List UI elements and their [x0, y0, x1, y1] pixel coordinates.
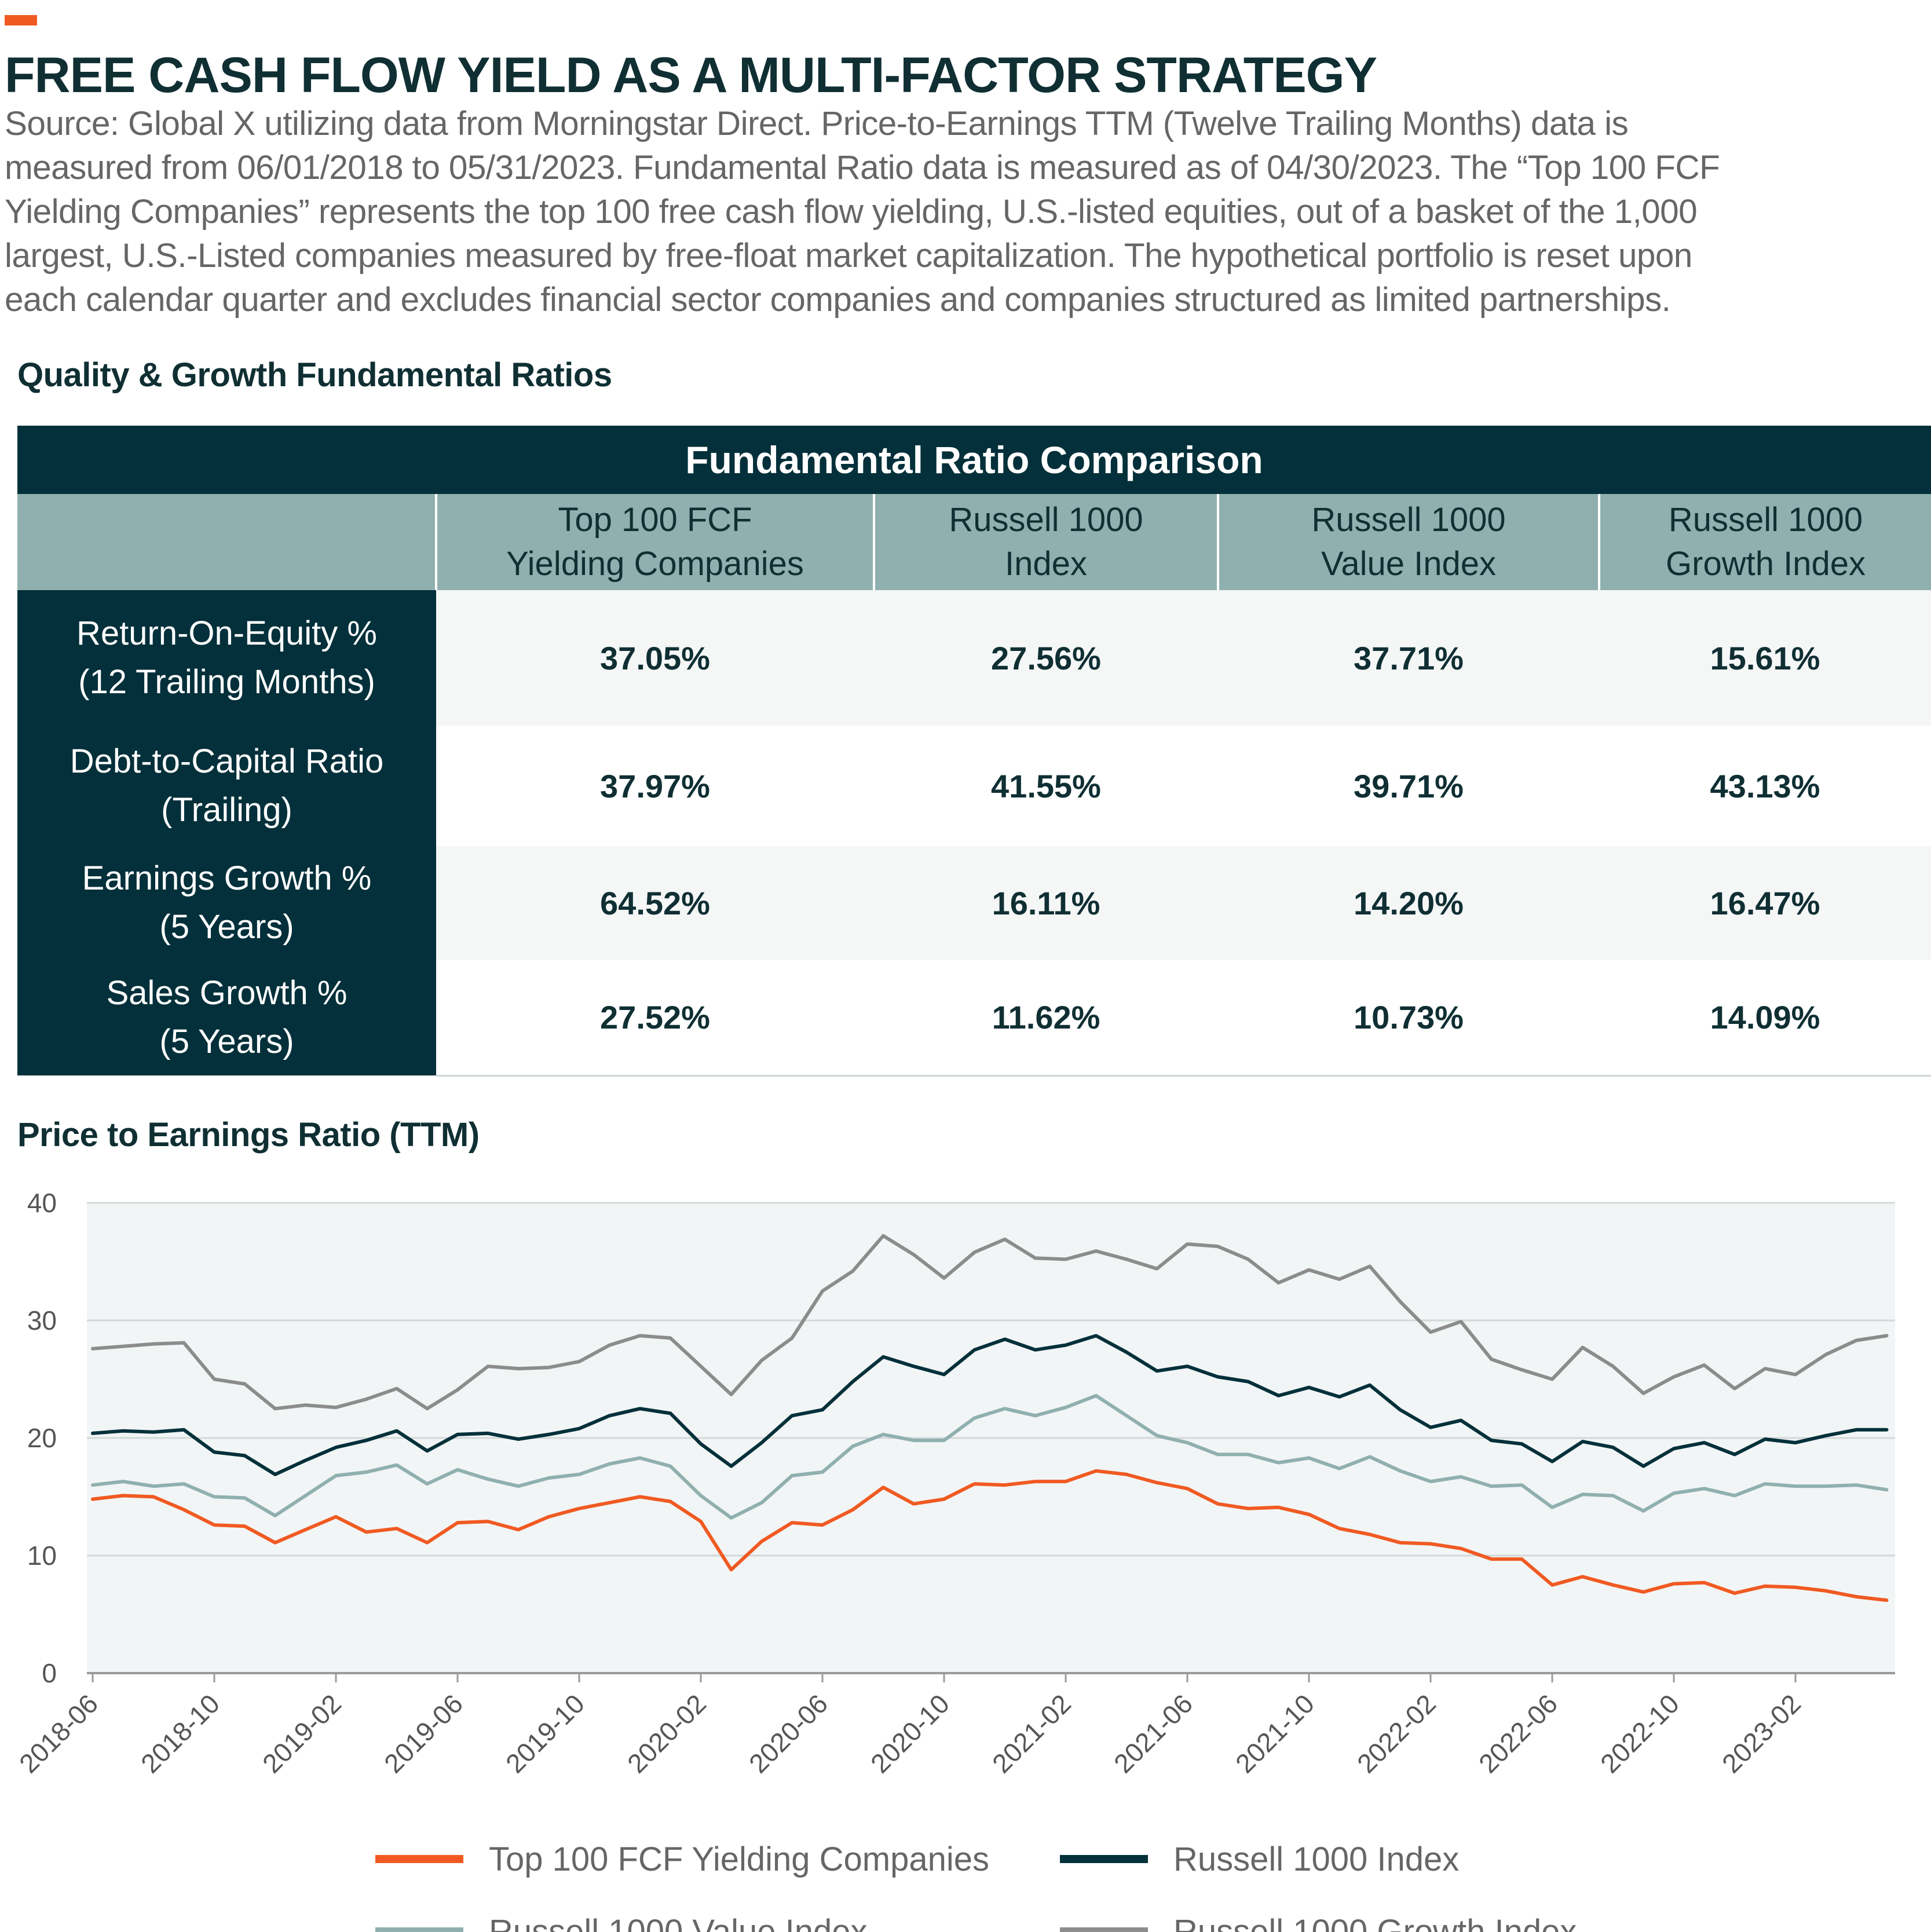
table-cell: 10.73% — [1218, 960, 1599, 1077]
row-header: Debt-to-Capital Ratio (Trailing) — [17, 726, 436, 846]
x-tick-label: 2022-10 — [1594, 1688, 1685, 1779]
x-tick-label: 2020-06 — [743, 1688, 833, 1779]
column-header: Top 100 FCF Yielding Companies — [435, 494, 874, 590]
x-tick-label: 2020-10 — [865, 1688, 955, 1779]
row-header: Earnings Growth % (5 Years) — [17, 846, 436, 960]
x-tick-label: 2020-02 — [621, 1688, 712, 1779]
page-title: FREE CASH FLOW YIELD AS A MULTI-FACTOR S… — [5, 47, 1377, 103]
column-header: Russell 1000 Index — [873, 494, 1218, 590]
table-row: Return-On-Equity % (12 Trailing Months) 3… — [17, 590, 1931, 726]
x-tick-label: 2019-02 — [257, 1688, 347, 1779]
table-cell: 64.52% — [436, 846, 874, 960]
x-tick-label: 2021-02 — [986, 1688, 1077, 1779]
table-caption: Fundamental Ratio Comparison — [17, 426, 1931, 494]
table-cell: 14.20% — [1218, 846, 1599, 960]
column-header: Russell 1000 Value Index — [1217, 494, 1599, 590]
y-tick-label: 40 — [27, 1188, 57, 1218]
x-tick-label: 2018-10 — [135, 1688, 225, 1779]
source-line: Yielding Companies” represents the top 1… — [5, 193, 1698, 230]
series-line-3 — [91, 1393, 1889, 1520]
x-tick-label: 2022-06 — [1473, 1688, 1563, 1779]
column-header: Russell 1000 Growth Index — [1598, 494, 1931, 590]
series-line-2 — [91, 1334, 1889, 1476]
row-header: Sales Growth % (5 Years) — [17, 960, 436, 1075]
x-tick-label: 2018-06 — [13, 1688, 104, 1779]
row-header: Return-On-Equity % (12 Trailing Months) — [17, 590, 436, 726]
chart-section-title: Price to Earnings Ratio (TTM) — [17, 1116, 480, 1154]
x-tick-label: 2023-02 — [1716, 1688, 1806, 1779]
x-tick-label: 2019-10 — [500, 1688, 590, 1779]
table-section-title: Quality & Growth Fundamental Ratios — [17, 356, 612, 394]
table-cell: 16.47% — [1599, 846, 1931, 960]
x-tick-label: 2021-06 — [1108, 1688, 1198, 1779]
x-tick-label: 2021-10 — [1230, 1688, 1320, 1779]
legend-label: Top 100 FCF Yielding Companies — [489, 1840, 989, 1878]
accent-bar — [5, 15, 37, 25]
table-cell: 39.71% — [1218, 726, 1599, 846]
legend-label: Russell 1000 Index — [1173, 1840, 1459, 1878]
legend-label: Russell 1000 Growth Index — [1173, 1913, 1577, 1932]
table-cell: 37.05% — [436, 590, 874, 726]
table-cell: 43.13% — [1599, 726, 1931, 846]
y-tick-label: 10 — [27, 1541, 57, 1571]
source-line: each calendar quarter and excludes finan… — [5, 281, 1671, 319]
table-cell: 37.71% — [1218, 590, 1599, 726]
table-cell: 27.56% — [874, 590, 1218, 726]
table-row: Earnings Growth % (5 Years) 64.52% 16.11%… — [17, 846, 1931, 960]
series-line-4 — [91, 1234, 1889, 1411]
table-corner-cell — [17, 494, 436, 590]
table-cell: 37.97% — [436, 726, 874, 846]
table-cell: 15.61% — [1599, 590, 1931, 726]
source-line: Source: Global X utilizing data from Mor… — [5, 105, 1629, 142]
x-tick-label: 2022-02 — [1351, 1688, 1442, 1779]
table-cell: 16.11% — [874, 846, 1218, 960]
table-cell: 14.09% — [1599, 960, 1931, 1077]
y-tick-label: 0 — [42, 1658, 57, 1688]
fundamental-ratio-table: Fundamental Ratio Comparison Top 100 FCF… — [17, 426, 1931, 1077]
y-tick-label: 30 — [27, 1305, 57, 1335]
legend-label: Russell 1000 Value Index — [489, 1913, 867, 1932]
table-cell: 27.52% — [436, 960, 874, 1077]
source-note: Source: Global X utilizing data from Mor… — [5, 102, 1916, 322]
table-row: Sales Growth % (5 Years) 27.52% 11.62% 10… — [17, 960, 1931, 1077]
x-tick-label: 2019-06 — [378, 1688, 469, 1779]
source-line: largest, U.S.-Listed companies measured … — [5, 237, 1692, 275]
y-tick-label: 20 — [27, 1423, 57, 1453]
table-cell: 11.62% — [874, 960, 1218, 1077]
source-line: measured from 06/01/2018 to 05/31/2023. … — [5, 149, 1720, 186]
series-line-1 — [91, 1469, 1889, 1602]
table-cell: 41.55% — [874, 726, 1218, 846]
table-row: Debt-to-Capital Ratio (Trailing) 37.97% 4… — [17, 726, 1931, 846]
